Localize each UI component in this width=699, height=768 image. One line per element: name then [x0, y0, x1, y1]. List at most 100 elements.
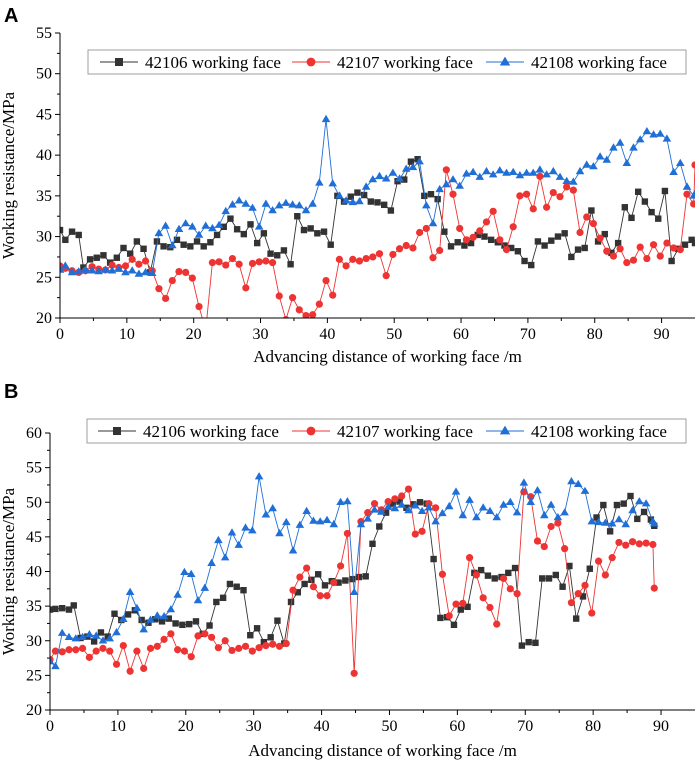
data-point-s2-54	[409, 244, 417, 252]
data-point-s3-77	[562, 176, 571, 184]
data-point-s3-21	[180, 567, 189, 575]
data-point-s1-51	[382, 509, 390, 516]
data-point-s1-44	[335, 579, 342, 586]
data-point-s2-7	[85, 653, 93, 661]
data-point-s2-39	[309, 311, 317, 318]
data-point-s3-41	[321, 114, 331, 123]
data-point-s2-67	[496, 236, 504, 244]
data-point-s3-49	[375, 171, 384, 180]
data-point-s3-47	[356, 519, 366, 528]
data-point-s2-70	[513, 590, 521, 598]
data-point-s2-89	[643, 254, 651, 263]
data-point-s2-14	[141, 257, 150, 265]
data-point-s1-55	[414, 156, 421, 163]
data-point-s2-38	[296, 573, 304, 581]
data-point-s2-92	[663, 239, 671, 247]
data-point-s3-23	[193, 596, 203, 604]
data-point-s2-53	[402, 241, 410, 250]
data-point-s2-75	[549, 189, 557, 197]
data-point-s2-44	[336, 562, 345, 570]
data-point-s2-61	[452, 600, 460, 608]
x-tick-label: 20	[178, 718, 194, 735]
x-tick-label: 70	[517, 718, 533, 735]
legend-marker	[499, 56, 511, 66]
data-point-s3-81	[589, 162, 598, 170]
data-point-s1-22	[193, 238, 201, 245]
data-point-s2-58	[432, 504, 440, 512]
data-point-s3-3	[67, 267, 77, 276]
data-point-s2-38	[302, 311, 310, 318]
x-tick-label: 50	[381, 718, 397, 735]
data-point-s1-79	[572, 615, 580, 622]
data-point-s2-63	[465, 554, 474, 562]
data-point-s1-87	[628, 214, 635, 222]
data-point-s2-78	[567, 599, 576, 607]
data-point-s3-88	[635, 135, 645, 143]
data-point-s2-72	[529, 205, 537, 213]
data-point-s3-46	[349, 587, 359, 595]
data-point-s1-60	[447, 243, 455, 250]
data-point-s2-26	[214, 644, 222, 652]
data-point-s2-45	[343, 529, 351, 538]
data-point-s1-51	[387, 207, 395, 214]
data-point-s2-56	[422, 224, 430, 233]
data-point-s3-1	[60, 265, 65, 273]
data-point-s3-88	[635, 497, 644, 505]
data-point-s1-35	[274, 617, 281, 624]
data-point-s3-44	[341, 196, 351, 204]
data-point-s2-51	[389, 250, 397, 259]
data-point-s2-46	[355, 257, 364, 265]
data-point-s2-3	[58, 648, 66, 656]
data-point-s3-97	[690, 189, 695, 197]
data-point-s3-15	[139, 625, 148, 633]
data-point-s3-19	[166, 605, 176, 613]
data-point-s1-38	[300, 226, 308, 234]
data-point-s2-91	[656, 252, 664, 260]
data-point-s2-63	[469, 233, 477, 241]
data-point-s1-88	[634, 515, 641, 523]
data-point-s3-90	[649, 130, 658, 138]
legend-label: 42108 working face	[531, 53, 667, 72]
data-point-s1-62	[461, 242, 468, 249]
data-point-s3-79	[573, 479, 583, 487]
data-point-s2-80	[581, 581, 589, 589]
data-point-s2-41	[316, 592, 324, 600]
data-point-s3-62	[462, 169, 471, 177]
data-point-s3-19	[174, 224, 184, 232]
y-tick-label: 60	[26, 425, 42, 442]
data-point-s3-37	[288, 546, 298, 554]
data-point-s3-80	[580, 486, 590, 494]
data-point-s3-65	[478, 503, 488, 511]
data-point-s3-80	[582, 160, 591, 168]
legend: 42106 working face 42107 working face 4210…	[87, 49, 687, 75]
data-point-s3-61	[455, 181, 464, 189]
data-point-s1-97	[691, 239, 695, 247]
data-point-s1-89	[641, 198, 649, 205]
data-point-s1-72	[525, 638, 532, 646]
data-point-s1-75	[545, 575, 553, 582]
data-point-s3-7	[85, 630, 94, 638]
data-point-s2-81	[589, 219, 598, 228]
data-point-s3-78	[569, 177, 578, 185]
data-point-s1-84	[608, 249, 615, 257]
data-point-s2-13	[126, 667, 134, 675]
data-point-s1-59	[437, 614, 444, 622]
data-point-s2-81	[588, 609, 596, 617]
data-point-s2-27	[221, 637, 229, 645]
data-point-s3-48	[363, 514, 372, 522]
x-tick-label: 60	[449, 718, 465, 735]
data-point-s3-84	[607, 519, 617, 527]
data-point-s3-30	[241, 523, 250, 531]
data-point-s2-66	[489, 207, 497, 215]
data-point-s3-38	[295, 520, 305, 528]
data-point-s3-73	[533, 486, 542, 494]
data-point-s1-35	[280, 247, 288, 254]
data-point-s2-47	[362, 254, 370, 263]
data-point-s3-69	[506, 497, 515, 505]
data-point-s3-73	[535, 165, 545, 173]
data-point-s3-29	[234, 540, 243, 548]
data-point-s3-62	[458, 510, 468, 519]
data-point-s3-76	[553, 513, 563, 521]
data-point-s1-5	[80, 264, 87, 271]
